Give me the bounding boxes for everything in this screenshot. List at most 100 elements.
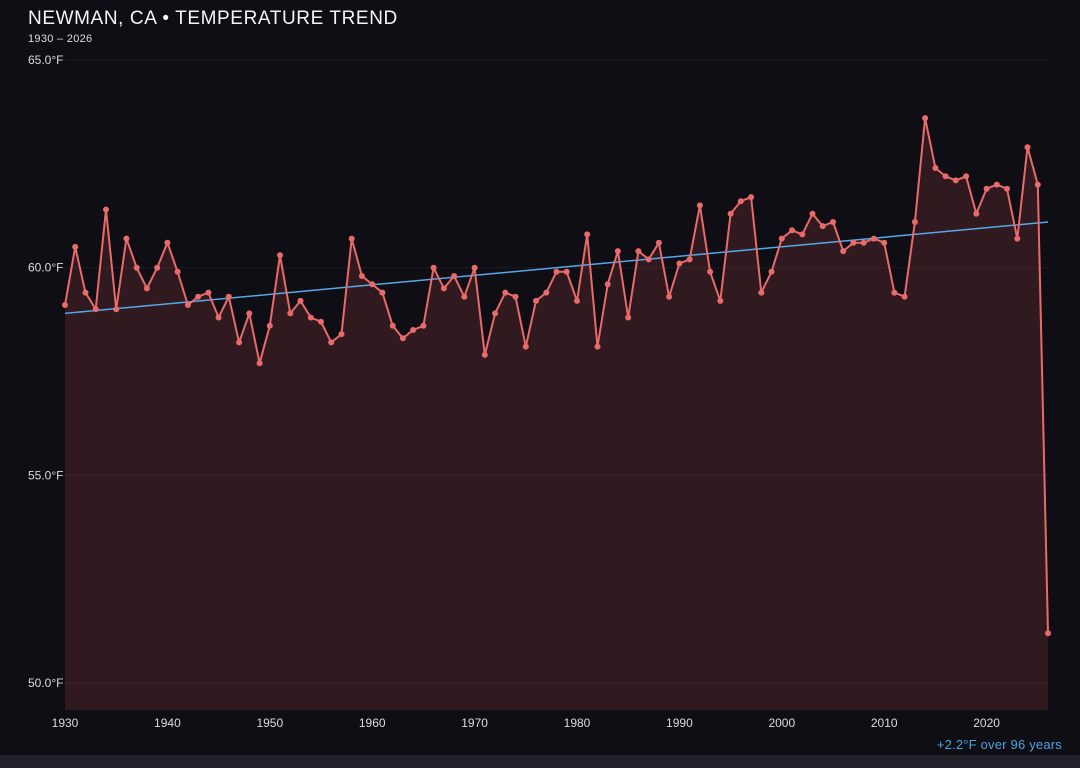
data-point-marker — [113, 306, 120, 313]
data-point-marker — [819, 223, 826, 230]
data-point-marker — [492, 310, 499, 317]
data-point-marker — [62, 302, 68, 308]
temperature-chart: 65.0°F 60.0°F 55.0°F 50.0°F 1930 1940 1950 1960… — [28, 53, 1051, 730]
data-point-marker — [184, 302, 191, 308]
data-point-marker — [727, 210, 734, 217]
trend-annotation: +2.2°F over 96 years — [936, 737, 1062, 752]
data-point-marker — [72, 243, 79, 250]
y-tick-label: 65.0°F — [28, 53, 63, 67]
data-point-marker — [512, 293, 519, 300]
data-point-marker — [952, 177, 959, 184]
data-point-marker — [860, 239, 867, 246]
data-point-marker — [768, 268, 775, 275]
data-point-marker — [922, 115, 929, 122]
data-point-marker — [338, 331, 345, 338]
data-point-marker — [82, 289, 89, 296]
chart-title: NEWMAN, CA • TEMPERATURE TREND — [28, 8, 398, 29]
data-point-marker — [830, 219, 836, 225]
data-point-marker — [215, 314, 222, 321]
x-tick-label: 1950 — [256, 716, 283, 730]
data-point-marker — [103, 206, 109, 213]
data-point-marker — [881, 239, 888, 246]
y-tick-label: 50.0°F — [28, 676, 63, 690]
x-tick-label: 1930 — [52, 716, 79, 730]
data-point-marker — [154, 264, 161, 271]
data-point-marker — [225, 293, 232, 300]
data-point-marker — [942, 173, 949, 180]
x-tick-label: 1940 — [154, 716, 181, 730]
data-point-marker — [737, 198, 744, 205]
data-point-marker — [758, 289, 765, 296]
y-tick-label: 60.0°F — [28, 261, 63, 275]
data-point-marker — [748, 194, 755, 201]
data-point-marker — [563, 268, 570, 275]
data-point-marker — [1034, 181, 1041, 188]
data-point-marker — [461, 293, 468, 300]
data-point-marker — [236, 339, 243, 346]
data-point-marker — [123, 235, 130, 242]
data-point-marker — [932, 165, 939, 171]
data-point-marker — [574, 297, 580, 304]
data-point-marker — [901, 293, 908, 300]
data-point-marker — [809, 210, 816, 217]
data-point-marker — [911, 219, 918, 225]
data-point-marker — [133, 264, 140, 271]
data-point-marker — [543, 289, 550, 296]
data-point-marker — [143, 285, 150, 292]
data-point-marker — [1024, 144, 1031, 151]
data-point-marker — [604, 281, 611, 288]
data-point-marker — [318, 318, 324, 325]
data-point-marker — [277, 252, 283, 259]
data-point-marker — [983, 185, 990, 192]
data-point-marker — [891, 289, 898, 296]
data-point-marker — [502, 289, 509, 296]
data-point-marker — [399, 335, 406, 342]
data-point-marker — [471, 264, 478, 271]
y-tick-label: 55.0°F — [28, 468, 63, 482]
data-point-marker — [686, 256, 693, 263]
data-point-marker — [850, 239, 857, 246]
chart-header: NEWMAN, CA • TEMPERATURE TREND 1930 – 20… — [28, 8, 398, 45]
data-point-marker — [778, 235, 785, 242]
data-point-marker — [717, 297, 724, 304]
data-point-marker — [789, 227, 795, 234]
data-point-marker — [420, 322, 427, 329]
temperature-area-fill — [65, 118, 1048, 711]
data-point-marker — [1045, 630, 1051, 637]
data-point-marker — [584, 231, 591, 238]
data-point-marker — [625, 314, 632, 321]
footer-bar — [0, 755, 1080, 768]
data-point-marker — [205, 289, 212, 296]
data-point-marker — [614, 248, 621, 255]
data-point-marker — [594, 343, 601, 350]
x-tick-label: 1980 — [564, 716, 591, 730]
data-point-marker — [389, 322, 396, 329]
data-point-marker — [870, 235, 877, 242]
data-point-marker — [973, 210, 980, 217]
data-point-marker — [369, 281, 376, 288]
data-point-marker — [174, 268, 181, 275]
data-point-marker — [635, 248, 642, 255]
data-point-marker — [287, 310, 294, 317]
data-point-marker — [297, 297, 304, 304]
data-point-marker — [533, 297, 539, 304]
x-tick-label: 2000 — [768, 716, 795, 730]
x-tick-label: 1960 — [359, 716, 386, 730]
data-point-marker — [676, 260, 683, 267]
data-point-marker — [553, 268, 560, 275]
data-point-marker — [92, 306, 99, 313]
data-point-marker — [799, 231, 806, 238]
data-point-marker — [307, 314, 314, 321]
data-point-marker — [256, 360, 263, 367]
data-point-marker — [1014, 235, 1021, 242]
data-point-marker — [164, 239, 171, 246]
data-point-marker — [1004, 185, 1010, 192]
data-point-marker — [246, 310, 253, 317]
data-point-marker — [655, 239, 662, 246]
x-tick-label: 2020 — [973, 716, 1000, 730]
data-point-marker — [328, 339, 335, 346]
data-point-marker — [195, 293, 202, 300]
data-point-marker — [666, 293, 673, 300]
x-tick-label: 1990 — [666, 716, 693, 730]
data-point-marker — [481, 351, 488, 358]
